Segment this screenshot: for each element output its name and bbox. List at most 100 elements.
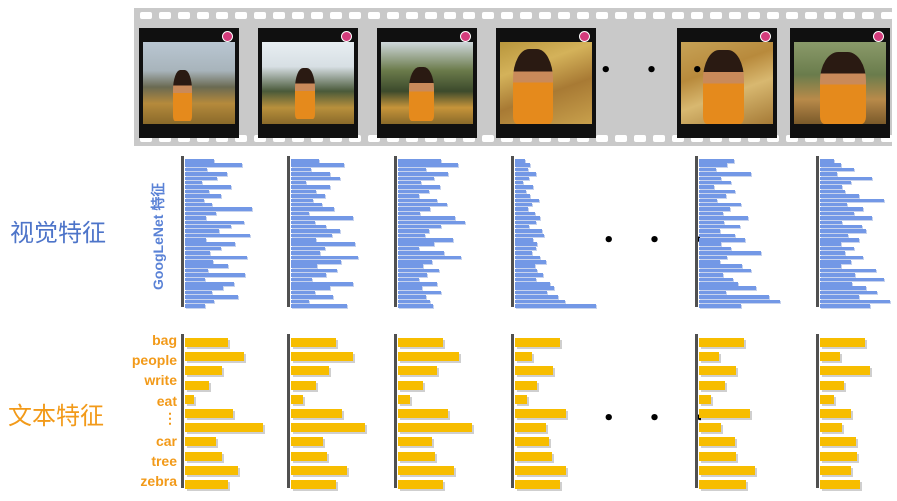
film-sprocket-hole <box>615 135 627 142</box>
visual-feature-bar <box>820 290 878 295</box>
visual-feature-bar <box>699 264 743 268</box>
visual-feature-bar <box>291 299 310 304</box>
visual-feature-bar <box>291 176 340 181</box>
film-sprocket-hole <box>482 135 494 142</box>
visual-feature-bar <box>291 159 319 163</box>
visual-feature-bar <box>185 163 243 167</box>
visual-feature-bar <box>515 286 555 290</box>
visual-feature-bar <box>820 163 841 167</box>
text-feature-bar <box>699 423 721 433</box>
text-feature-bar <box>515 465 566 475</box>
visual-feature-bar <box>515 163 531 167</box>
visual-feature-bar <box>820 268 876 273</box>
film-sprocket-hole <box>634 12 646 19</box>
visual-feature-bar <box>398 202 447 207</box>
visual-feature-bar <box>291 189 317 194</box>
visual-feature-bar <box>398 233 425 238</box>
film-sprocket-hole <box>710 135 722 142</box>
film-sprocket-hole <box>748 12 760 19</box>
visual-feature-bar <box>291 167 311 172</box>
film-sprocket-hole <box>482 12 494 19</box>
text-feature-bar <box>820 409 851 418</box>
visual-feature-bar <box>291 172 331 176</box>
film-sprocket-hole <box>197 135 209 142</box>
visual-feature-bar <box>515 242 538 246</box>
film-sprocket-hole <box>292 135 304 142</box>
film-sprocket-hole <box>330 12 342 19</box>
text-feature-bar <box>291 409 342 418</box>
visual-feature-bar <box>398 242 435 246</box>
channel-logo-icon <box>579 31 590 42</box>
visual-feature-bar <box>291 255 359 260</box>
film-sprocket-hole <box>216 12 228 19</box>
film-sprocket-hole <box>273 12 285 19</box>
text-feature-bar <box>398 465 454 475</box>
text-feature-bar <box>515 409 566 418</box>
film-sprocket-hole <box>843 135 855 142</box>
visual-feature-bar <box>699 277 733 282</box>
film-sprocket-hole <box>767 135 779 142</box>
text-feature-bar <box>820 394 834 404</box>
visual-feature-bar <box>398 163 459 167</box>
film-sprocket-hole <box>729 12 741 19</box>
visual-feature-bar <box>291 304 347 308</box>
visual-feature-bar <box>515 273 543 277</box>
visual-feature-bar <box>398 286 422 290</box>
visual-feature-bar <box>820 189 846 194</box>
visual-feature-bar <box>185 202 212 207</box>
visual-feature-bar <box>291 198 314 203</box>
video-frame <box>677 28 777 138</box>
text-feature-bar <box>291 338 336 347</box>
word-label: bag <box>152 332 177 348</box>
visual-feature-bar <box>185 220 244 224</box>
visual-feature-bar <box>291 251 321 255</box>
film-sprocket-hole <box>786 135 798 142</box>
visual-feature-bar <box>820 238 859 242</box>
visual-feature-bar <box>699 198 718 203</box>
visual-feature-bar <box>699 163 727 167</box>
visual-feature-bar <box>398 180 422 185</box>
visual-feature-bar <box>699 260 720 264</box>
visual-feature-bar <box>515 224 529 229</box>
visual-feature-bar <box>820 273 855 277</box>
visual-feature-bar <box>515 207 528 211</box>
visual-feature-bar <box>515 299 566 304</box>
channel-logo-icon <box>760 31 771 42</box>
text-feature-bar <box>515 394 528 404</box>
visual-ellipsis: • • • <box>603 230 721 251</box>
film-sprocket-hole <box>349 12 361 19</box>
visual-feature-bar <box>515 216 541 220</box>
visual-feature-bar <box>398 224 442 229</box>
visual-feature-bar <box>185 180 202 185</box>
visual-feature-bar <box>515 229 542 233</box>
frame-image <box>262 42 354 124</box>
text-feature-bar <box>515 352 533 362</box>
visual-feature-bar <box>820 202 847 207</box>
text-feature-bar <box>515 423 546 433</box>
visual-feature-bar <box>291 229 340 233</box>
visual-feature-bar <box>699 176 722 181</box>
film-sprocket-hole <box>520 135 532 142</box>
film-sprocket-hole <box>311 135 323 142</box>
visual-feature-bar <box>398 216 456 220</box>
film-sprocket-hole <box>672 135 684 142</box>
visual-feature-bar <box>291 286 330 290</box>
visual-feature-bar <box>699 189 736 194</box>
person-silhouette <box>408 66 435 121</box>
film-sprocket-hole <box>577 135 589 142</box>
film-sprocket-hole <box>805 135 817 142</box>
film-sprocket-hole <box>368 135 380 142</box>
text-histogram-axis <box>287 334 290 488</box>
text-feature-bar <box>291 394 304 404</box>
visual-feature-bar <box>515 202 532 207</box>
visual-feature-bar <box>398 189 429 194</box>
person-silhouette <box>295 68 316 120</box>
text-feature-bar <box>699 380 726 390</box>
film-sprocket-hole <box>216 135 228 142</box>
frame-image <box>500 42 592 124</box>
text-feature-bar <box>185 451 223 461</box>
visual-feature-bar <box>185 264 229 268</box>
visual-feature-bar <box>699 304 741 308</box>
film-sprocket-hole <box>881 135 893 142</box>
